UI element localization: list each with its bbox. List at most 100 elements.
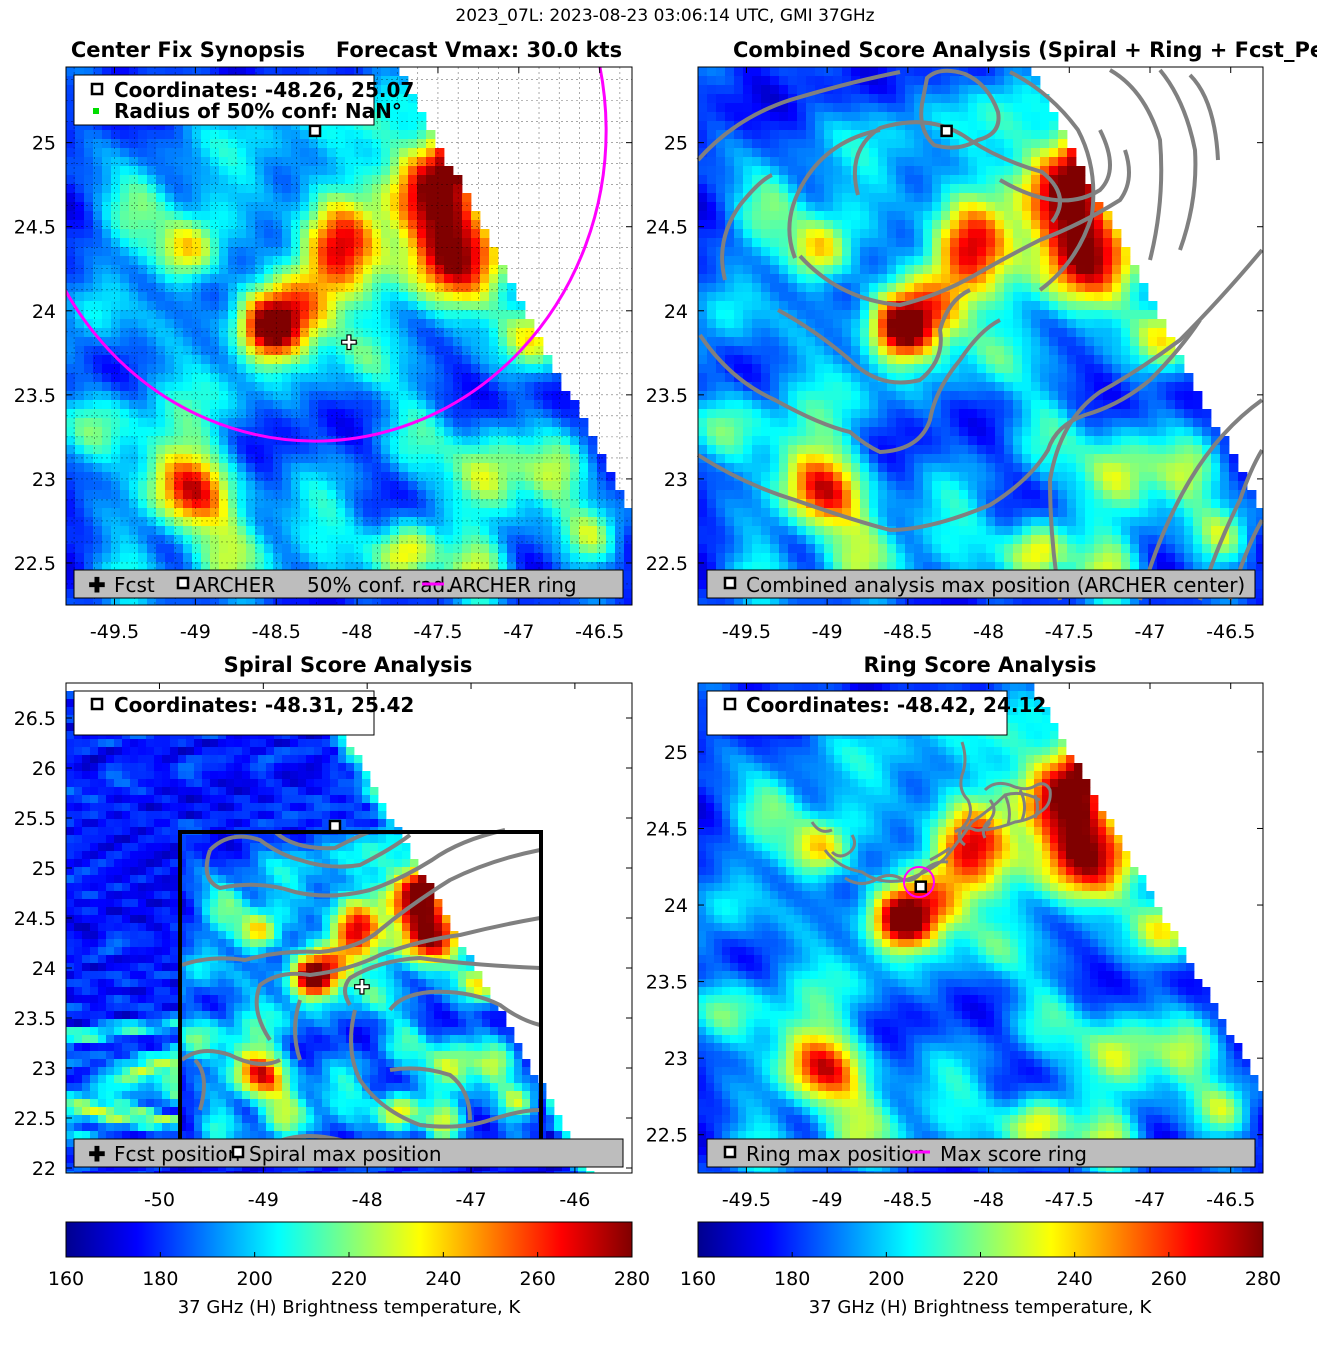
heat-cell	[932, 274, 942, 284]
heat-cell	[860, 364, 870, 374]
heat-cell	[761, 202, 771, 212]
heat-cell	[210, 553, 220, 563]
heat-cell	[869, 391, 879, 401]
heat-cell	[516, 355, 526, 365]
heat-cell	[399, 256, 409, 266]
heat-cell	[779, 166, 789, 176]
heat-cell	[228, 283, 238, 293]
heat-cell	[264, 436, 274, 446]
heat-cell	[1004, 67, 1014, 77]
heat-cell	[165, 364, 175, 374]
heat-cell	[273, 220, 283, 230]
heat-cell	[770, 256, 780, 266]
heat-cell	[534, 445, 544, 455]
heat-cell	[174, 328, 184, 338]
heat-cell	[815, 94, 825, 104]
heat-cell	[1040, 238, 1050, 248]
heat-cell	[327, 121, 337, 131]
heat-cell	[851, 319, 861, 329]
figure-title: 2023_07L: 2023-08-23 03:06:14 UTC, GMI 3…	[455, 6, 874, 26]
heat-cell	[1076, 382, 1086, 392]
heat-cell	[986, 283, 996, 293]
heat-cell	[129, 400, 139, 410]
heat-cell	[1103, 319, 1113, 329]
heat-cell	[788, 211, 798, 221]
heat-cell	[995, 94, 1005, 104]
heat-cell	[923, 355, 933, 365]
heat-cell	[183, 517, 193, 527]
heat-cell	[219, 391, 229, 401]
heat-cell	[228, 445, 238, 455]
heat-cell	[120, 301, 130, 311]
heat-cell	[1130, 355, 1140, 365]
heat-cell	[507, 409, 517, 419]
heat-cell	[138, 373, 148, 383]
heat-cell	[788, 292, 798, 302]
heat-cell	[354, 328, 364, 338]
heat-cell	[923, 328, 933, 338]
heat-cell	[444, 481, 454, 491]
heat-cell	[887, 175, 897, 185]
heat-cell	[372, 544, 382, 554]
heat-cell	[201, 328, 211, 338]
heat-cell	[354, 535, 364, 545]
heat-cell	[381, 103, 391, 113]
heat-cell	[1112, 319, 1122, 329]
heat-cell	[561, 391, 571, 401]
heat-cell	[842, 328, 852, 338]
heat-cell	[210, 301, 220, 311]
heat-cell	[138, 337, 148, 347]
heat-cell	[815, 319, 825, 329]
heat-cell	[156, 157, 166, 167]
heat-cell	[309, 193, 319, 203]
heat-cell	[950, 256, 960, 266]
heat-cell	[507, 472, 517, 482]
heat-cell	[210, 166, 220, 176]
heat-cell	[417, 499, 427, 509]
heat-cell	[318, 175, 328, 185]
heat-cell	[183, 427, 193, 437]
heat-cell	[896, 238, 906, 248]
heat-cell	[201, 148, 211, 158]
heat-cell	[842, 346, 852, 356]
heat-cell	[66, 499, 76, 509]
heat-cell	[489, 301, 499, 311]
heat-cell	[129, 355, 139, 365]
heat-cell	[264, 328, 274, 338]
heat-cell	[941, 391, 951, 401]
heat-cell	[489, 544, 499, 554]
heat-cell	[399, 391, 409, 401]
heat-cell	[165, 508, 175, 518]
heat-cell	[806, 382, 816, 392]
heat-cell	[399, 463, 409, 473]
heat-cell	[1004, 337, 1014, 347]
heat-cell	[435, 364, 445, 374]
heat-cell	[408, 193, 418, 203]
heat-cell	[147, 562, 157, 572]
heat-cell	[950, 328, 960, 338]
heat-cell	[417, 562, 427, 572]
heat-cell	[165, 598, 175, 606]
heat-cell	[797, 391, 807, 401]
heat-cell	[237, 553, 247, 563]
heat-cell	[941, 94, 951, 104]
heat-cell	[273, 364, 283, 374]
heat-cell	[129, 211, 139, 221]
heat-cell	[914, 211, 924, 221]
heat-cell	[797, 166, 807, 176]
heat-cell	[210, 526, 220, 536]
heat-cell	[273, 472, 283, 482]
heat-cell	[986, 301, 996, 311]
heat-cell	[435, 220, 445, 230]
heat-cell	[354, 598, 364, 606]
heat-cell	[770, 301, 780, 311]
heat-cell	[381, 310, 391, 320]
heat-cell	[779, 76, 789, 86]
heat-cell	[381, 400, 391, 410]
heat-cell	[932, 130, 942, 140]
heat-cell	[264, 517, 274, 527]
heat-cell	[237, 382, 247, 392]
heat-cell	[525, 472, 535, 482]
heat-cell	[1058, 301, 1068, 311]
heat-cell	[977, 229, 987, 239]
